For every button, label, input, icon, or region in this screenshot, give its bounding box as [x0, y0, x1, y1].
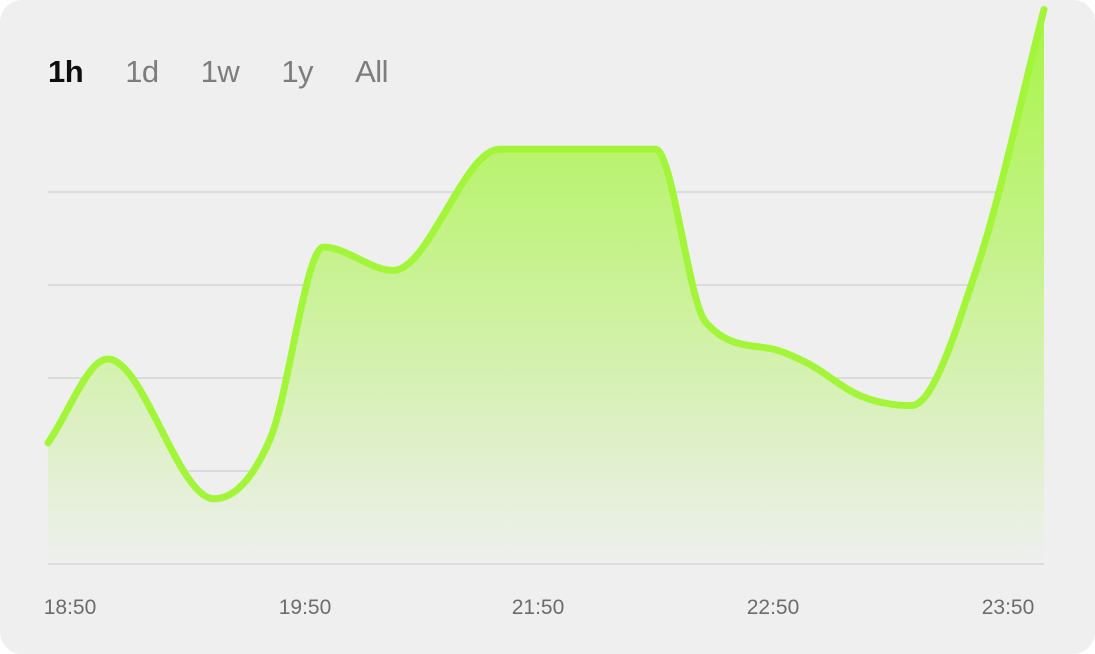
- series-line: [44, 6, 1048, 503]
- tab-all[interactable]: All: [355, 54, 389, 89]
- x-tick-label: 21:50: [512, 596, 565, 619]
- x-axis-ticks: 18:50 19:50 21:50 22:50 23:50: [44, 596, 1035, 619]
- tab-1w[interactable]: 1w: [200, 54, 240, 89]
- tab-1d[interactable]: 1d: [125, 54, 159, 89]
- tab-1h[interactable]: 1h: [48, 54, 84, 89]
- x-tick-label: 19:50: [279, 596, 332, 619]
- range-tabs: 1h 1d 1w 1y All: [48, 52, 430, 92]
- x-tick-label: 22:50: [747, 596, 800, 619]
- tab-1y[interactable]: 1y: [281, 54, 314, 89]
- area-fill: [48, 9, 1044, 564]
- x-tick-label: 18:50: [44, 596, 97, 619]
- x-tick-label: 23:50: [982, 596, 1035, 619]
